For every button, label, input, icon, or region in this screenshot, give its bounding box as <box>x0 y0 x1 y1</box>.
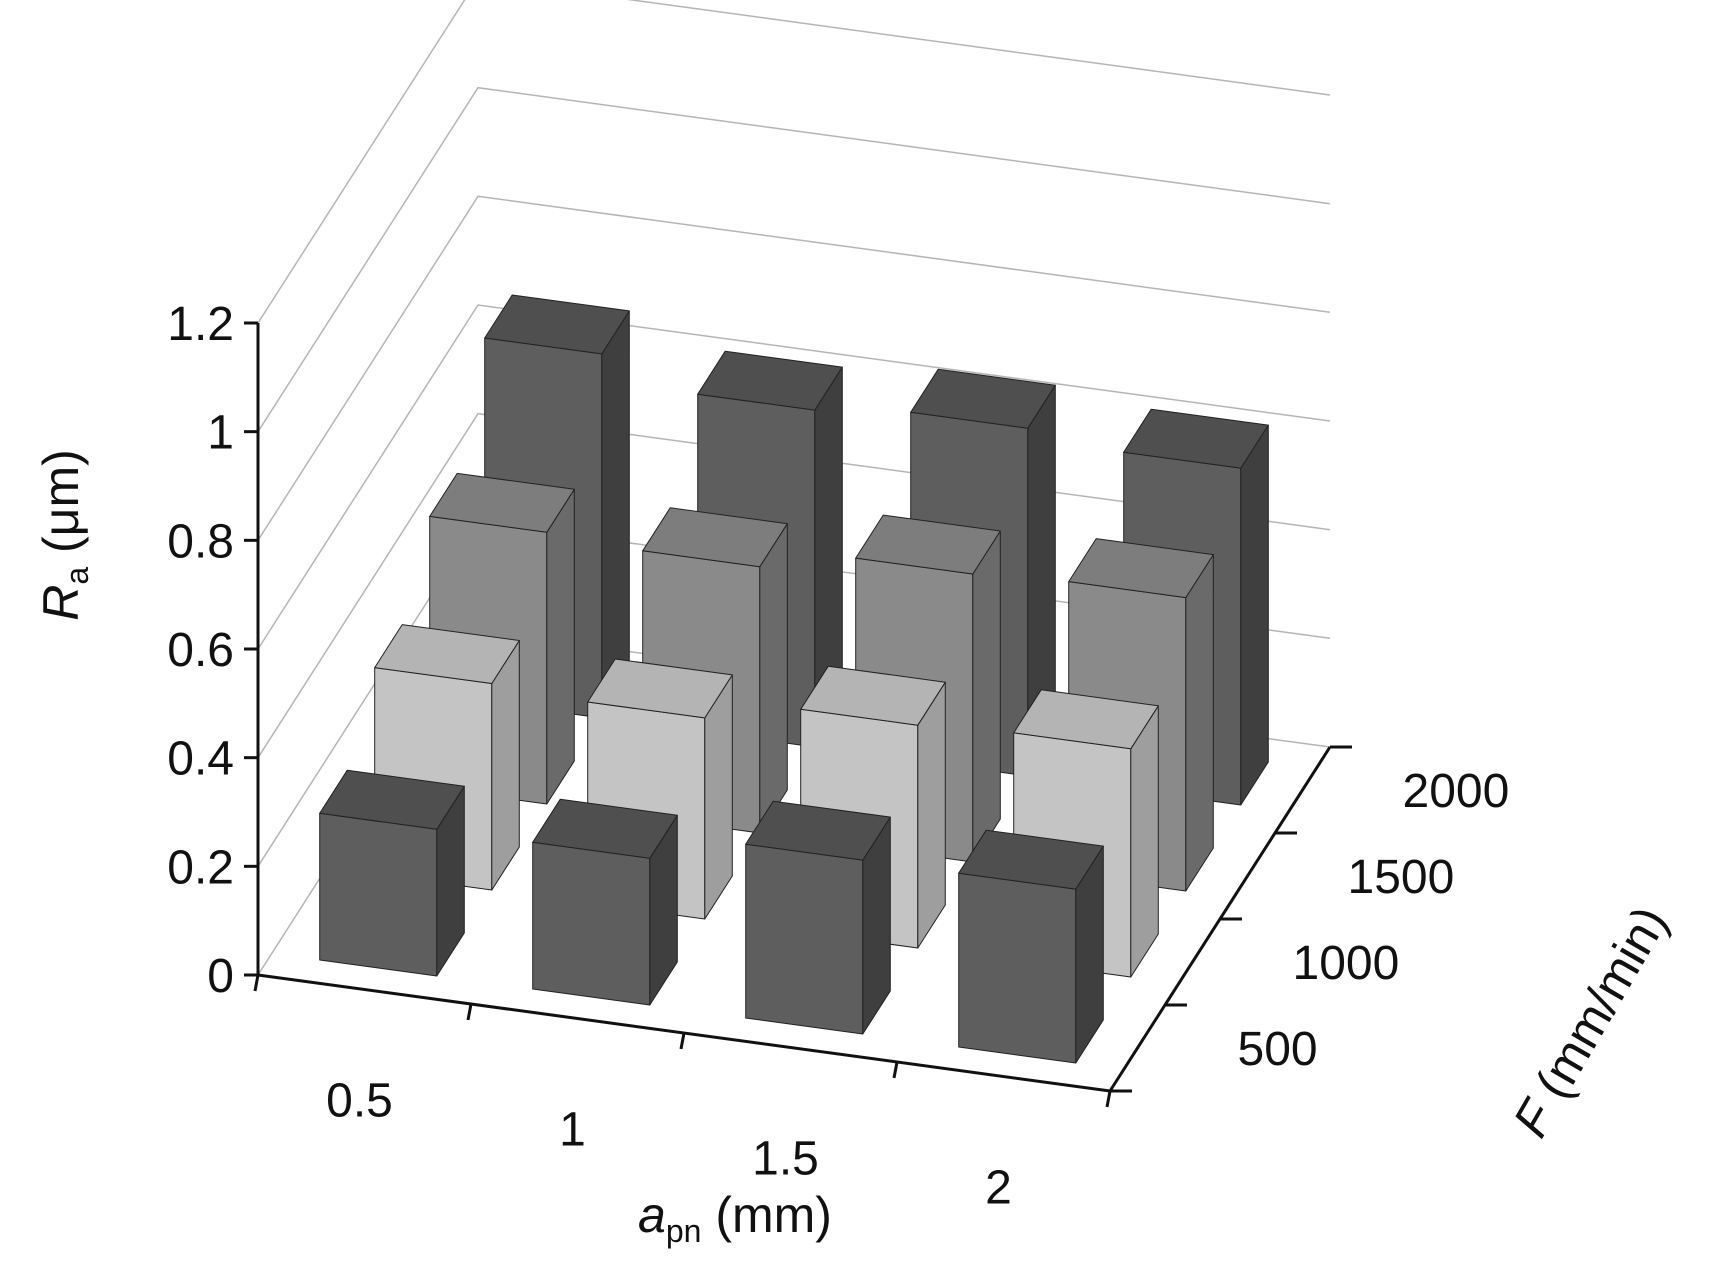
bar-side-face <box>1130 705 1159 978</box>
x-tick-mark <box>466 1003 473 1021</box>
x-tick-label: 0.5 <box>326 1075 393 1128</box>
bar-top-face <box>642 507 788 568</box>
x-axis-label-unit: (mm) <box>701 1187 832 1243</box>
bar-f500-a0.5 <box>319 769 465 977</box>
z-axis-label: F (mm/min) <box>1502 897 1678 1146</box>
y-tick-label: 0.6 <box>167 624 234 677</box>
bar-side-face <box>1240 424 1269 806</box>
y-axis-label-unit: (μm) <box>33 449 89 567</box>
tick-labels: 0 0.2 0.4 0.6 0.8 1 1.2 0.5 1 1.5 2 500 1000 1500 2000 <box>167 298 1509 1215</box>
bar-side-face <box>1185 554 1214 892</box>
axes <box>244 321 1352 1108</box>
x-tick-label: 1.5 <box>752 1133 819 1186</box>
x-tick-mark <box>679 1032 686 1050</box>
x-axis-label-sub: pn <box>666 1213 702 1249</box>
bar-top-face <box>1123 408 1269 469</box>
bar-side-face <box>972 530 1001 863</box>
x-tick-label: 2 <box>985 1162 1012 1215</box>
bar-side-face <box>546 488 575 805</box>
y-tick-label: 0.4 <box>167 733 234 786</box>
bar-side-face <box>601 310 630 719</box>
bar-f500-a1 <box>532 798 678 1006</box>
bar-top-face <box>484 294 630 355</box>
bar-front-face <box>958 872 1077 1064</box>
x-tick-label: 1 <box>559 1104 586 1157</box>
x-tick-mark <box>253 974 260 992</box>
bar-top-face <box>697 350 843 411</box>
bar-top-face <box>958 829 1104 890</box>
z-tick-label: 1000 <box>1293 937 1400 990</box>
y-tick-label: 0.2 <box>167 841 234 894</box>
y-tick-label: 0 <box>207 950 234 1003</box>
bar-top-face <box>1068 538 1214 599</box>
gridline-1 <box>257 86 1331 433</box>
z-tick-label: 1500 <box>1348 851 1455 904</box>
bar-front-face <box>532 841 651 1006</box>
x-axis-label-main: a <box>638 1187 666 1243</box>
y-tick-label: 0.8 <box>167 515 234 568</box>
x-axis-label: apn (mm) <box>638 1187 832 1249</box>
bar-top-face <box>1013 689 1159 750</box>
bar-top-face <box>429 472 575 533</box>
bar-top-face <box>532 798 678 859</box>
bar-top-face <box>587 658 733 719</box>
bar-front-face <box>319 812 438 977</box>
z-tick-label: 500 <box>1238 1023 1318 1076</box>
bar-top-face <box>319 769 465 830</box>
bar-side-face <box>759 523 788 834</box>
z-tick-label: 2000 <box>1403 765 1510 818</box>
gridline-0.8 <box>257 195 1331 541</box>
z-axis-label-unit: (mm/min) <box>1517 897 1678 1120</box>
y-axis-label-main: R <box>33 585 89 621</box>
bar-top-face <box>374 624 520 684</box>
bar-f500-a1.5 <box>745 800 891 1035</box>
bar-front-face <box>745 843 864 1035</box>
grid-lines <box>257 0 1331 976</box>
bar-top-face <box>800 665 946 726</box>
y-axis-label: Ra (μm) <box>33 449 95 621</box>
x-tick-mark <box>892 1061 899 1079</box>
y-axis-label-sub: a <box>59 567 95 585</box>
bar-f500-a2 <box>958 829 1104 1064</box>
bars <box>319 294 1269 1064</box>
gridline-0.6 <box>257 304 1331 650</box>
y-tick-label: 1.2 <box>167 298 234 351</box>
bar-top-face <box>910 368 1056 429</box>
y-tick-label: 1 <box>207 407 234 460</box>
bar-top-face <box>745 800 891 861</box>
x-tick-mark <box>1105 1090 1112 1108</box>
bar-top-face <box>855 514 1001 575</box>
bar-side-face <box>917 681 946 949</box>
gridline-1.2 <box>257 0 1331 324</box>
